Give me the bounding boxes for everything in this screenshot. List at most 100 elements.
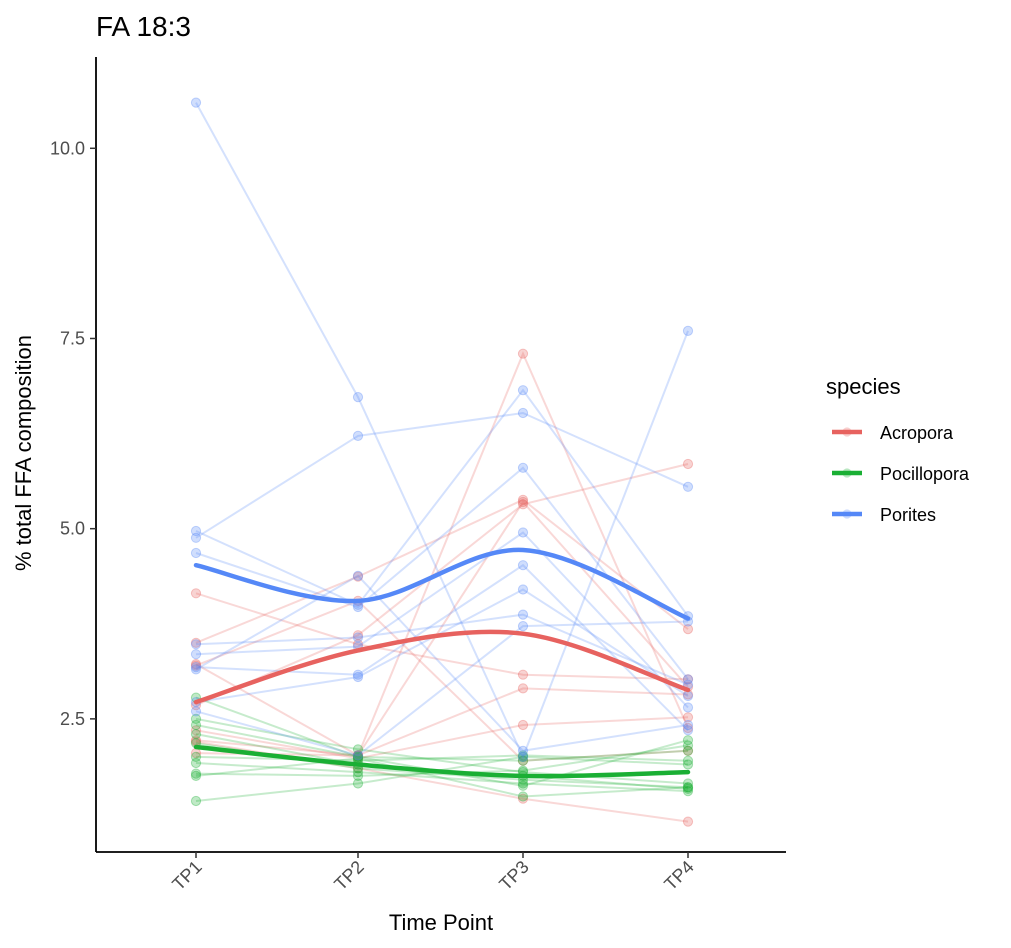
acropora-data-point bbox=[352, 571, 364, 582]
pocillopora-data-point bbox=[190, 795, 202, 807]
pocillopora-data-point bbox=[682, 740, 694, 751]
acropora-data-point bbox=[682, 624, 694, 635]
porites-data-point bbox=[190, 532, 202, 543]
chart-title: FA 18:3 bbox=[96, 11, 191, 42]
porites-data-point bbox=[517, 621, 529, 632]
porites-data-point bbox=[190, 662, 202, 673]
porites-data-point bbox=[682, 481, 694, 492]
porites-individual-line bbox=[195, 613, 689, 686]
acropora-data-point bbox=[682, 712, 694, 723]
pocillopora-individual-line bbox=[195, 757, 689, 798]
acropora-individual-line bbox=[195, 498, 689, 644]
legend: species Acropora Pocillopora Porites bbox=[826, 374, 970, 525]
acropora-data-point bbox=[517, 755, 529, 766]
series-porites-mean-line bbox=[193, 547, 691, 621]
pocillopora-individual-line bbox=[195, 762, 689, 793]
porites-data-point bbox=[517, 609, 529, 620]
acropora-data-point bbox=[517, 348, 529, 359]
legend-key-point bbox=[842, 427, 852, 437]
acropora-data-point bbox=[190, 725, 202, 736]
pocillopora-data-point bbox=[682, 783, 694, 795]
acropora-individual-line bbox=[195, 716, 689, 760]
pocillopora-data-point bbox=[517, 791, 529, 802]
pocillopora-data-point bbox=[190, 713, 202, 725]
y-axis-ticks: 2.5 5.0 7.5 10.0 bbox=[50, 138, 96, 729]
porites-data-point bbox=[190, 706, 202, 717]
x-tick-label: TP4 bbox=[660, 857, 697, 894]
porites-data-point bbox=[352, 632, 364, 643]
porites-data-point bbox=[190, 639, 202, 650]
legend-label: Pocillopora bbox=[880, 464, 970, 484]
pocillopora-data-point bbox=[190, 719, 202, 731]
acropora-data-point bbox=[352, 750, 364, 761]
pocillopora-data-point bbox=[517, 778, 529, 789]
series-pocillopora-individuals bbox=[190, 692, 694, 807]
acropora-data-point bbox=[352, 750, 364, 761]
pocillopora-data-point bbox=[352, 770, 364, 782]
legend-label: Acropora bbox=[880, 423, 954, 443]
porites-data-point bbox=[517, 407, 529, 419]
acropora-data-point bbox=[682, 816, 694, 827]
acropora-data-point bbox=[190, 588, 202, 599]
acropora-data-point bbox=[517, 499, 529, 510]
pocillopora-data-point bbox=[517, 755, 529, 766]
acropora-data-point bbox=[517, 494, 529, 505]
porites-data-point bbox=[682, 719, 694, 731]
legend-item-acropora: Acropora bbox=[832, 423, 954, 443]
pocillopora-data-point bbox=[352, 767, 364, 778]
porites-individual-line bbox=[195, 466, 689, 680]
pocillopora-data-point bbox=[190, 770, 202, 782]
acropora-data-point bbox=[517, 669, 529, 680]
acropora-individual-line bbox=[195, 500, 689, 757]
acropora-data-point bbox=[682, 745, 694, 756]
pocillopora-data-point bbox=[517, 751, 529, 763]
porites-data-point bbox=[190, 649, 202, 660]
pocillopora-data-point bbox=[682, 735, 694, 746]
porites-data-point bbox=[352, 392, 364, 403]
legend-title: species bbox=[826, 374, 901, 399]
pocillopora-individual-line bbox=[195, 717, 689, 785]
porites-data-point bbox=[190, 97, 202, 108]
pocillopora-data-point bbox=[190, 751, 202, 763]
pocillopora-data-point bbox=[190, 768, 202, 779]
porites-data-point bbox=[352, 570, 364, 581]
porites-data-point bbox=[517, 385, 529, 396]
porites-individual-line bbox=[195, 388, 689, 617]
pocillopora-data-point bbox=[682, 759, 694, 770]
porites-data-point bbox=[517, 745, 529, 756]
acropora-data-point bbox=[517, 496, 529, 508]
pocillopora-individual-line bbox=[195, 754, 689, 762]
y-tick-label: 10.0 bbox=[50, 138, 85, 158]
pocillopora-data-point bbox=[682, 778, 694, 789]
porites-data-point bbox=[352, 601, 364, 613]
porites-data-point bbox=[190, 664, 202, 675]
y-axis-title: % total FFA composition bbox=[11, 335, 36, 571]
acropora-individual-line bbox=[195, 351, 689, 757]
porites-data-point bbox=[517, 560, 529, 571]
acropora-data-point bbox=[352, 630, 364, 641]
pocillopora-data-point bbox=[352, 751, 364, 763]
pocillopora-data-point bbox=[352, 744, 364, 755]
pocillopora-individual-line bbox=[195, 724, 689, 762]
porites-data-point bbox=[682, 725, 694, 736]
acropora-data-point bbox=[682, 722, 694, 734]
porites-data-point bbox=[517, 527, 529, 538]
x-axis-ticks: TP1 TP2 TP3 TP4 bbox=[168, 852, 698, 894]
pocillopora-data-point bbox=[352, 751, 364, 763]
acropora-individual-line bbox=[195, 592, 689, 681]
porites-data-point bbox=[517, 751, 529, 763]
pocillopora-data-point bbox=[682, 782, 694, 793]
porites-individual-line bbox=[195, 102, 689, 760]
x-tick-label: TP2 bbox=[330, 857, 367, 894]
acropora-data-point bbox=[190, 637, 202, 648]
pocillopora-data-point bbox=[517, 780, 529, 791]
porites-data-point bbox=[352, 430, 364, 441]
y-tick-label: 7.5 bbox=[60, 328, 85, 348]
acropora-individual-line bbox=[195, 687, 689, 757]
x-axis-title: Time Point bbox=[389, 910, 493, 935]
acropora-data-point bbox=[517, 683, 529, 694]
pocillopora-individual-line bbox=[195, 742, 689, 789]
porites-data-point bbox=[352, 750, 364, 761]
acropora-data-point bbox=[190, 660, 202, 671]
porites-data-point bbox=[352, 669, 364, 680]
